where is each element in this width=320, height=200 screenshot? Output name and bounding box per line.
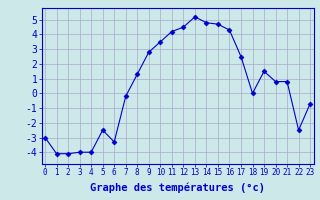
X-axis label: Graphe des températures (°c): Graphe des températures (°c) (90, 183, 265, 193)
